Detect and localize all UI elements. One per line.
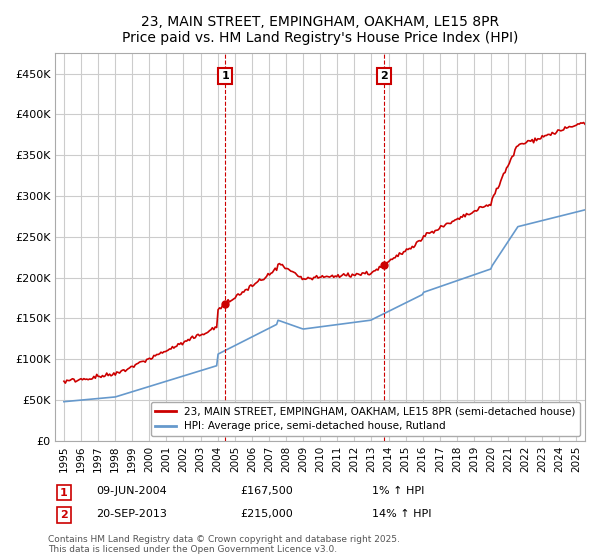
Text: 14% ↑ HPI: 14% ↑ HPI <box>372 509 431 519</box>
Text: Contains HM Land Registry data © Crown copyright and database right 2025.
This d: Contains HM Land Registry data © Crown c… <box>48 535 400 554</box>
Text: 2: 2 <box>60 510 68 520</box>
Title: 23, MAIN STREET, EMPINGHAM, OAKHAM, LE15 8PR
Price paid vs. HM Land Registry's H: 23, MAIN STREET, EMPINGHAM, OAKHAM, LE15… <box>122 15 518 45</box>
Text: 1: 1 <box>60 488 68 498</box>
Text: 1: 1 <box>221 71 229 81</box>
Text: £167,500: £167,500 <box>240 487 293 497</box>
Text: 09-JUN-2004: 09-JUN-2004 <box>96 487 167 497</box>
Text: 20-SEP-2013: 20-SEP-2013 <box>96 509 167 519</box>
Text: 1% ↑ HPI: 1% ↑ HPI <box>372 487 424 497</box>
Legend: 23, MAIN STREET, EMPINGHAM, OAKHAM, LE15 8PR (semi-detached house), HPI: Average: 23, MAIN STREET, EMPINGHAM, OAKHAM, LE15… <box>151 402 580 436</box>
Text: £215,000: £215,000 <box>240 509 293 519</box>
Text: 2: 2 <box>380 71 388 81</box>
